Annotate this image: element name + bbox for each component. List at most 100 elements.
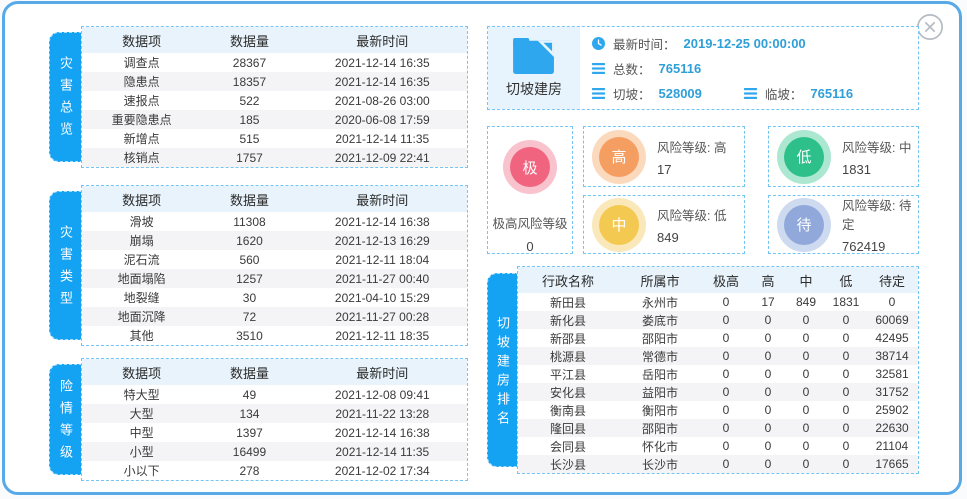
risk-label: 风险等级: 待定: [842, 199, 912, 232]
list-icon: [743, 88, 757, 99]
slope-housing-title: 切坡建房: [506, 81, 562, 97]
danger-levels-table-panel: 数据项 数据量 最新时间 特大型 49 2021-12-08 09:41 大型 134 2021…: [81, 358, 468, 481]
table-cell: 1397: [236, 425, 263, 440]
column-header: 数据项: [82, 359, 202, 385]
table-cell: 849: [795, 295, 817, 309]
table-row: 隐患点 18357 2021-12-14 16:35: [82, 72, 467, 91]
table-cell: 2021-12-14 11:35: [335, 444, 430, 459]
table-cell: 32581: [875, 367, 909, 381]
cut-slope-value: 528009: [658, 86, 702, 101]
table-cell: 0: [802, 385, 810, 399]
table-row: 新田县 永州市 0 17 849 1831 0: [518, 293, 918, 311]
table-cell: 会同县: [549, 439, 586, 454]
table-cell: 大型: [129, 407, 154, 421]
extreme-label: 极高风险等级: [492, 217, 568, 231]
table-cell: 滑坡: [129, 215, 154, 229]
column-header: 数据量: [201, 359, 298, 385]
table-row: 中型 1397 2021-12-14 16:38: [82, 423, 467, 442]
column-header: 数据项: [82, 27, 202, 53]
table-cell: 0: [764, 331, 772, 345]
table-cell: 0: [722, 385, 730, 399]
table-cell: 2021-12-14 16:38: [334, 214, 430, 229]
table-cell: 515: [239, 131, 260, 146]
table-row: 崩塌 1620 2021-12-13 16:29: [82, 231, 467, 250]
table-row: 新邵县 邵阳市 0 0 0 0 42495: [518, 329, 918, 347]
table-cell: 2021-12-08 09:41: [334, 387, 430, 402]
slope-housing-icon-box: 切坡建房: [488, 27, 580, 109]
table-cell: 2021-12-14 16:35: [334, 55, 430, 70]
table-cell: 其他: [129, 329, 154, 343]
table-cell: 11308: [233, 214, 266, 229]
table-cell: 0: [764, 313, 772, 327]
column-header: 数据量: [201, 27, 298, 53]
near-slope-value: 765116: [810, 86, 854, 101]
table-cell: 25902: [875, 403, 909, 417]
table-cell: 185: [239, 112, 260, 127]
risk-label: 风险等级: 中: [842, 140, 912, 155]
data-table: 行政名称 所属市 极高高中低待定 新田县 永州市 0 17 849 1831 0 新化县 娄底市 0 0 0…: [518, 267, 918, 473]
table-cell: 新化县: [549, 313, 586, 328]
table-row: 泥石流 560 2021-12-11 18:04: [82, 250, 467, 269]
risk-value: 849: [657, 229, 679, 245]
panel-disaster-types: 灾害类型 数据项 数据量 最新时间 滑坡 11308 2021-12-14 16:38 崩塌…: [49, 185, 468, 346]
table-cell: 隐患点: [123, 75, 160, 89]
table-cell: 安化县: [549, 385, 586, 400]
table-cell: 0: [722, 331, 730, 345]
table-row: 调查点 28367 2021-12-14 16:35: [82, 53, 467, 72]
table-cell: 72: [242, 309, 257, 324]
table-cell: 0: [764, 367, 772, 381]
table-cell: 3510: [236, 328, 263, 343]
table-cell: 0: [764, 385, 772, 399]
table-cell: 2021-12-09 22:41: [334, 150, 430, 165]
table-row: 特大型 49 2021-12-08 09:41: [82, 385, 467, 404]
table-cell: 邵阳市: [641, 331, 678, 346]
clock-icon: [592, 37, 605, 50]
table-cell: 0: [802, 331, 810, 345]
table-row: 小以下 278 2021-12-02 17:34: [82, 461, 467, 480]
panel-disaster-overview: 灾害总览 数据项 数据量 最新时间 调查点 28367 2021-12-14 16:35 隐…: [49, 26, 468, 168]
table-row: 新化县 娄底市 0 0 0 0 60069: [518, 311, 918, 329]
table-cell: 2021-08-26 03:00: [334, 93, 430, 108]
table-cell: 31752: [875, 385, 909, 399]
total-label: 总数：: [613, 63, 651, 77]
table-cell: 0: [888, 295, 896, 309]
data-table: 数据项 数据量 最新时间 特大型 49 2021-12-08 09:41 大型 134 2021…: [82, 359, 467, 480]
ranking-table-panel: 行政名称 所属市 极高高中低待定 新田县 永州市 0 17 849 1831 0 新化县 娄底市 0 0 0…: [517, 266, 919, 474]
table-cell: 0: [764, 403, 772, 417]
table-cell: 衡阳市: [641, 403, 678, 418]
risk-badge: 低: [784, 136, 824, 177]
risk-card: 中 风险等级: 低 849: [583, 195, 745, 254]
table-cell: 2021-12-14 11:35: [335, 131, 430, 146]
table-cell: 长沙市: [641, 457, 678, 472]
table-row: 会同县 怀化市 0 0 0 0 21104: [518, 437, 918, 455]
extreme-value: 0: [526, 239, 534, 254]
near-slope-group: 临坡： 765116: [743, 84, 854, 103]
column-header: 数据量: [201, 186, 298, 212]
table-cell: 0: [802, 457, 810, 471]
table-cell: 22630: [875, 421, 909, 435]
table-cell: 38714: [875, 349, 909, 363]
table-cell: 1757: [236, 150, 263, 165]
folder-arrow-icon: [513, 37, 554, 75]
table-row: 小型 16499 2021-12-14 11:35: [82, 442, 467, 461]
table-cell: 小型: [129, 445, 154, 459]
table-cell: 地面沉降: [117, 310, 166, 324]
table-cell: 2021-04-10 15:29: [334, 290, 430, 305]
table-cell: 17: [761, 295, 775, 309]
table-cell: 0: [842, 421, 850, 435]
tab-disaster-overview: 灾害总览: [49, 32, 81, 162]
close-icon[interactable]: [916, 13, 944, 41]
table-cell: 0: [802, 403, 810, 417]
table-cell: 2021-12-11 18:04: [335, 252, 430, 267]
table-cell: 2021-12-14 16:38: [334, 425, 430, 440]
table-cell: 134: [239, 406, 260, 421]
column-header: 低: [826, 267, 866, 293]
table-cell: 1620: [236, 233, 263, 248]
table-cell: 0: [722, 403, 730, 417]
stat-total: 总数： 765116: [592, 59, 912, 78]
table-cell: 0: [802, 367, 810, 381]
table-row: 滑坡 11308 2021-12-14 16:38: [82, 212, 467, 231]
table-cell: 0: [842, 313, 850, 327]
latest-time-value: 2019-12-25 00:00:00: [683, 36, 806, 51]
